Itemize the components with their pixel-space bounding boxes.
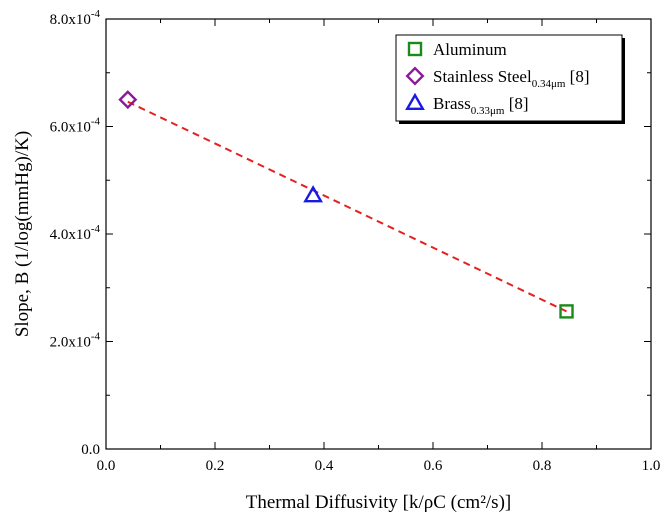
y-tick-label: 8.0x10-4 (50, 8, 101, 28)
x-tick-label: 0.4 (315, 458, 334, 474)
legend-entry-brass: Brass0.33μm [8] (433, 94, 529, 117)
x-axis-title: Thermal Diffusivity [k/ρC (cm²/s)] (246, 492, 511, 513)
fit-line-layer (127, 100, 567, 313)
y-tick-label: 0.0 (81, 442, 100, 458)
x-tick-label: 0.2 (206, 458, 225, 474)
legend-box (395, 34, 623, 122)
legend-marker-stainless-steel (405, 66, 425, 86)
x-tick-label: 0.0 (97, 458, 116, 474)
legend: Aluminum Stainless Steel0.34μm [8] Brass0.… (395, 34, 625, 124)
data-point-aluminum (559, 304, 574, 319)
legend-marker-aluminum (407, 41, 423, 57)
ticks: 0.0 0.2 0.4 0.6 0.8 1.0 0.0 2.0x10-4 4.0x10-4 6.0… (50, 8, 661, 474)
y-tick-label: 2.0x10-4 (50, 331, 101, 351)
y-axis-title: Slope, B (1/log(mmHg)/K) (12, 131, 33, 337)
x-tick-label: 0.8 (533, 458, 552, 474)
y-tick-label: 4.0x10-4 (50, 223, 101, 243)
fit-line (127, 100, 567, 313)
data-point-stainless-steel (118, 90, 138, 110)
legend-marker-brass (405, 92, 425, 111)
y-tick-label: 6.0x10-4 (50, 116, 101, 136)
x-tick-label: 0.6 (424, 458, 443, 474)
legend-entry-stainless-steel: Stainless Steel0.34μm [8] (433, 67, 590, 90)
data-point-brass (303, 185, 323, 203)
legend-entry-aluminum: Aluminum (433, 40, 507, 59)
data-points (118, 90, 574, 319)
x-tick-label: 1.0 (642, 458, 661, 474)
